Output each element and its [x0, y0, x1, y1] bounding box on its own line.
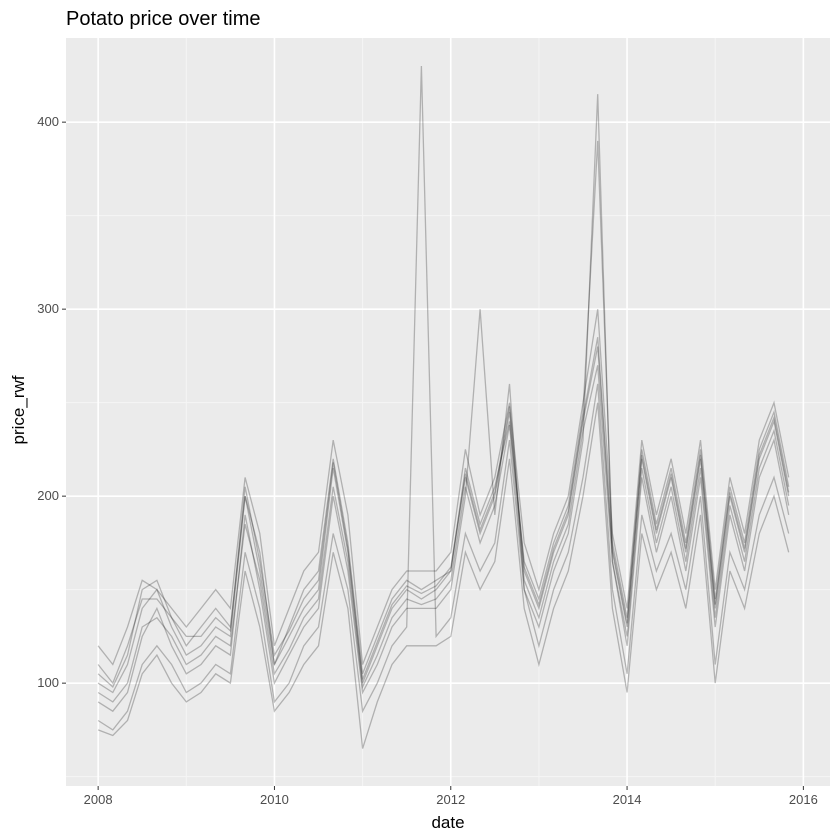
- y-tick-label: 200: [37, 488, 59, 503]
- y-tick-label: 100: [37, 675, 59, 690]
- series-line-6: [97, 402, 790, 749]
- plot-panel: [66, 38, 830, 786]
- series-lines: [97, 65, 790, 749]
- x-tick-label: 2010: [260, 792, 289, 807]
- x-axis-title: date: [431, 813, 464, 832]
- series-line-7: [97, 337, 790, 688]
- x-tick-label: 2014: [613, 792, 642, 807]
- x-axis-ticks: 2008 2010 2012 2014 2016: [84, 786, 818, 807]
- major-gridlines: [66, 38, 830, 786]
- series-line-3: [97, 309, 790, 666]
- chart-title: Potato price over time: [66, 8, 261, 30]
- minor-gridlines: [66, 38, 830, 786]
- x-tick-label: 2008: [84, 792, 113, 807]
- series-line-4: [97, 94, 790, 713]
- series-line-5: [97, 140, 790, 685]
- x-tick-label: 2016: [789, 792, 818, 807]
- series-line-8: [97, 365, 790, 703]
- x-tick-label: 2012: [436, 792, 465, 807]
- y-axis-ticks: 100 200 300 400: [37, 114, 66, 690]
- y-tick-label: 400: [37, 114, 59, 129]
- y-axis-title: price_rwf: [9, 375, 28, 444]
- series-line-2: [97, 65, 790, 731]
- y-tick-label: 300: [37, 301, 59, 316]
- series-line-1: [97, 346, 790, 694]
